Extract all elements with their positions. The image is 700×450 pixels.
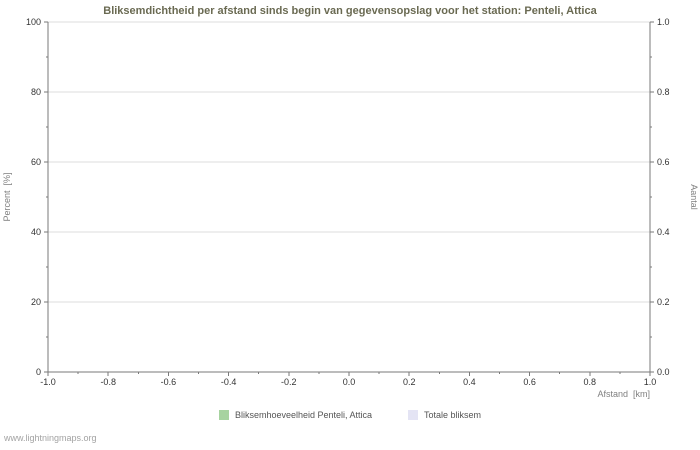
x-tick-label: -0.8 — [100, 377, 116, 387]
y-tick-label-left: 0 — [36, 367, 41, 377]
y-tick-label-right: 0.2 — [657, 297, 670, 307]
x-tick-label: 0.0 — [343, 377, 356, 387]
y-tick-label-left: 80 — [31, 87, 41, 97]
x-tick-label: -1.0 — [40, 377, 56, 387]
legend-label-series1: Bliksemhoeveelheid Penteli, Attica — [234, 410, 373, 420]
x-tick-label: 0.4 — [463, 377, 476, 387]
x-tick-label: 1.0 — [644, 377, 657, 387]
chart-title: Bliksemdichtheid per afstand sinds begin… — [103, 5, 597, 17]
x-axis-label: Afstand [km] — [597, 389, 650, 399]
x-tick-label: -0.6 — [161, 377, 177, 387]
legend-swatch-series2 — [408, 410, 419, 420]
x-tick-label: 0.2 — [403, 377, 416, 387]
y-tick-label-right: 0.4 — [657, 227, 670, 237]
legend-label-series2: Totale bliksem — [424, 410, 482, 420]
chart-legend: Bliksemhoeveelheid Penteli, Attica Total… — [0, 410, 700, 420]
y-tick-label-right: 1.0 — [657, 17, 670, 27]
y-tick-label-right: 0.0 — [657, 367, 670, 377]
legend-swatch-series1 — [218, 410, 229, 420]
watermark: www.lightningmaps.org — [4, 433, 97, 443]
y-tick-label-right: 0.8 — [657, 87, 670, 97]
legend-item: Bliksemhoeveelheid Penteli, Attica — [218, 410, 373, 420]
y-tick-label-left: 100 — [26, 17, 41, 27]
y-axis-label-right: Aantal — [689, 184, 699, 210]
y-tick-label-left: 40 — [31, 227, 41, 237]
y-tick-label-left: 60 — [31, 157, 41, 167]
x-tick-label: -0.2 — [281, 377, 297, 387]
legend-item: Totale bliksem — [408, 410, 481, 420]
x-tick-label: 0.6 — [523, 377, 536, 387]
y-axis-label-left: Percent [%] — [2, 172, 12, 221]
y-tick-label-right: 0.6 — [657, 157, 670, 167]
x-tick-label: -0.4 — [221, 377, 237, 387]
x-tick-label: 0.8 — [584, 377, 597, 387]
y-tick-label-left: 20 — [31, 297, 41, 307]
